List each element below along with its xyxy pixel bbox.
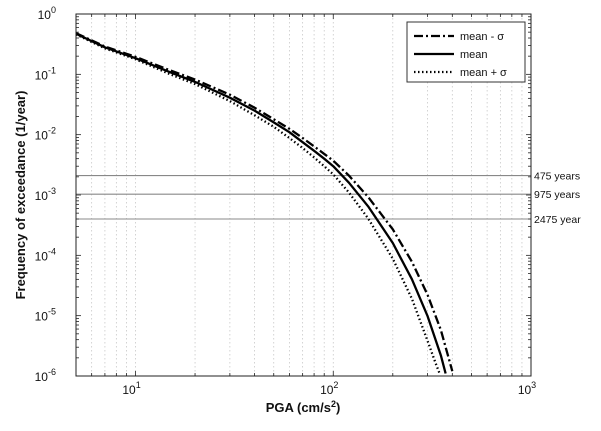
y-tick-label: 10-2	[35, 126, 56, 143]
reference-line-label: 975 years	[534, 189, 580, 201]
reference-line-label: 475 years	[534, 171, 580, 183]
x-axis-label-superscript: 2	[331, 399, 336, 409]
y-tick-label: 10-3	[35, 186, 56, 203]
y-tick-label: 10-4	[35, 246, 56, 263]
x-tick-label: 102	[320, 380, 338, 397]
legend-label-mean-minus-sigma: mean - σ	[460, 31, 504, 43]
x-tick-label: 103	[518, 380, 536, 397]
y-tick-label: 10-1	[35, 65, 56, 82]
series-line-dashdot	[76, 32, 454, 372]
y-axis-label: Frequency of exceedance (1/year)	[13, 91, 28, 300]
reference-line-labels: 475 years 975 years 2475 year	[534, 171, 581, 226]
y-tick-label: 100	[38, 5, 56, 22]
series-line-solid	[76, 32, 447, 374]
x-tick-label: 101	[122, 380, 140, 397]
x-axis-label: PGA (cm/s2)	[266, 399, 341, 415]
reference-lines	[76, 175, 531, 220]
y-tick-label: 10-6	[35, 367, 56, 384]
reference-line-label: 2475 year	[534, 214, 581, 226]
data-series	[76, 32, 454, 374]
y-tick-label: 10-5	[35, 307, 56, 324]
axis-ticks: 101 102 103 10-6 10-5 10-4 10-3 10-2 10-1 100	[35, 5, 537, 397]
legend-label-mean: mean	[460, 49, 488, 61]
legend: mean - σ mean mean + σ	[406, 21, 526, 83]
legend-label-mean-plus-sigma: mean + σ	[460, 67, 507, 79]
x-axis-label-suffix: )	[336, 400, 340, 415]
